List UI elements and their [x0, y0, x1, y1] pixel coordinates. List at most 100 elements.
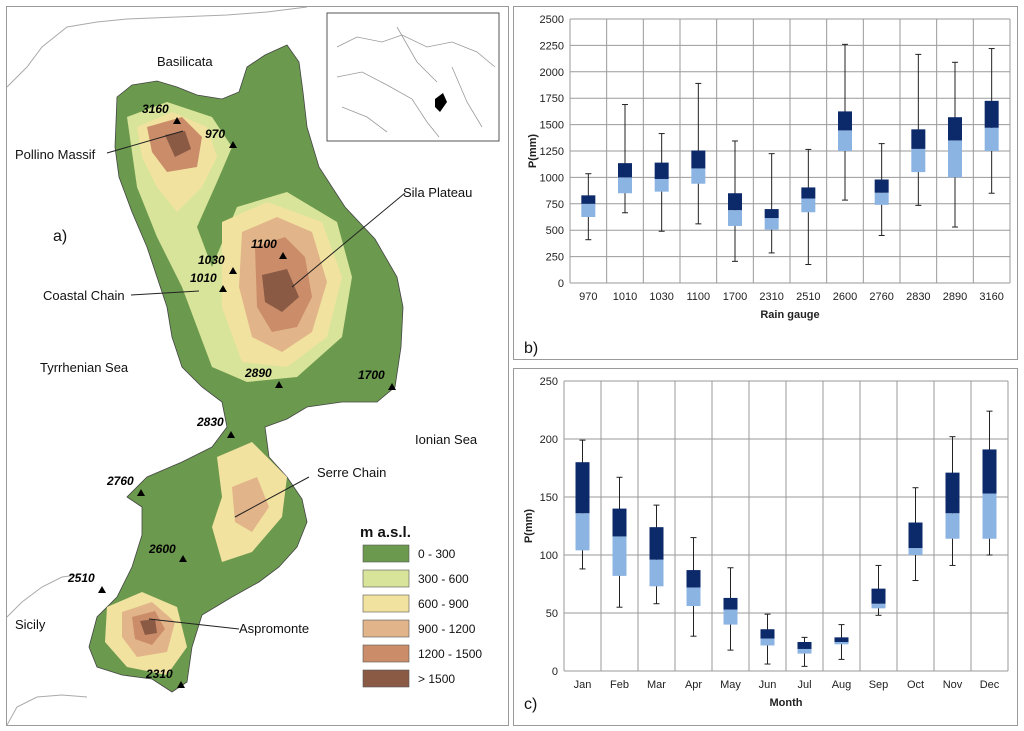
inset-map-borders: [336, 26, 496, 138]
station-970-marker: [229, 141, 237, 148]
station-1100: 1100: [251, 237, 287, 259]
box-upper: [691, 150, 706, 169]
station-2760-marker: [137, 489, 145, 496]
label-coastal-chain: Coastal Chain: [43, 288, 125, 303]
box-upper: [654, 162, 669, 179]
leader-sila: [291, 192, 406, 288]
x-tick-label: Apr: [685, 679, 702, 691]
coastline-sicily: [6, 574, 78, 618]
label-sila: Sila Plateau: [403, 185, 472, 200]
station-1010: 1010: [190, 271, 227, 292]
legend-label-1: 300 - 600: [418, 572, 469, 586]
calabria-map: Basilicata Pollino Massif Sila Plateau C…: [6, 6, 500, 726]
x-tick-label: Oct: [907, 679, 924, 691]
box-lower: [945, 513, 960, 539]
label-pollino: Pollino Massif: [15, 147, 96, 162]
y-tick-label: 250: [546, 252, 564, 264]
station-1030-marker: [229, 267, 237, 274]
legend-item-4: 1200 - 1500: [362, 644, 482, 663]
station-970: 970: [205, 127, 237, 148]
box-upper: [871, 588, 886, 604]
box-lower: [982, 493, 997, 539]
y-tick-label: 1000: [540, 172, 564, 184]
y-tick-label: 250: [540, 376, 558, 388]
station-2310-marker: [177, 681, 185, 688]
box-upper: [911, 129, 926, 149]
x-tick-label: 2760: [869, 291, 893, 303]
legend-label-4: 1200 - 1500: [418, 647, 482, 661]
station-2510-marker: [98, 586, 106, 593]
box-upper: [649, 527, 664, 560]
inset-map-calabria-highlight: [435, 93, 447, 112]
station-2510-label: 2510: [67, 571, 95, 585]
x-tick-label: Nov: [943, 679, 963, 691]
box-lower: [948, 140, 962, 178]
chart-b-panel: 0 250 500 750 1000 1250 1500 1750 2000 2250 2500 97…: [513, 6, 1018, 360]
x-tick-label: 2310: [759, 291, 783, 303]
legend-item-5: > 1500: [362, 669, 455, 688]
legend-label-3: 900 - 1200: [418, 622, 476, 636]
label-aspromonte: Aspromonte: [239, 621, 309, 636]
y-axis-label: P(mm): [523, 509, 535, 544]
elevation-pollino-peak: [165, 131, 191, 157]
box-lower: [654, 178, 669, 192]
x-tick-label: Aug: [832, 679, 852, 691]
legend-swatch-4: [362, 644, 410, 663]
box-upper: [838, 111, 852, 131]
station-2510: 2510: [67, 571, 106, 593]
label-tyrrhenian: Tyrrhenian Sea: [40, 360, 129, 375]
leader-aspromonte: [148, 618, 240, 630]
box-upper: [760, 629, 775, 639]
y-tick-label: 2500: [540, 14, 564, 26]
box-lower: [723, 609, 738, 625]
x-tick-label: 970: [579, 291, 597, 303]
label-serre: Serre Chain: [317, 465, 386, 480]
chart-c-panel: 0 50 100 150 200 250 Jan Feb Mar Apr May Jun Jul Aug S…: [513, 368, 1018, 726]
station-3160-marker: [173, 117, 181, 124]
label-ionian: Ionian Sea: [415, 432, 478, 447]
station-2760-label: 2760: [106, 474, 134, 488]
box-lower: [838, 130, 852, 151]
legend-label-0: 0 - 300: [418, 547, 456, 561]
y-tick-label: 50: [546, 608, 558, 620]
station-2890: 2890: [244, 366, 283, 388]
station-2310: 2310: [145, 667, 185, 688]
y-tick-label: 100: [540, 550, 558, 562]
y-tick-label: 750: [546, 199, 564, 211]
box-upper: [801, 187, 816, 199]
legend-swatch-0: [362, 544, 410, 563]
box-lower: [834, 642, 849, 645]
x-tick-label: 2510: [796, 291, 820, 303]
box-lower: [908, 548, 923, 555]
station-2310-label: 2310: [145, 667, 173, 681]
box-lower: [691, 168, 706, 184]
station-1100-marker: [279, 252, 287, 259]
station-2600-marker: [179, 555, 187, 562]
x-tick-label: 2830: [906, 291, 930, 303]
legend-swatch-3: [362, 619, 410, 638]
map-panel-label: a): [53, 228, 67, 245]
y-tick-label: 1500: [540, 120, 564, 132]
x-tick-label: 1700: [723, 291, 747, 303]
y-axis-label: P(mm): [527, 134, 539, 169]
box-upper: [618, 163, 632, 178]
label-sicily: Sicily: [15, 617, 46, 632]
monthly-boxplot: 0 50 100 150 200 250 Jan Feb Mar Apr May Jun Jul Aug S…: [523, 376, 1009, 713]
box-lower: [797, 648, 812, 654]
y-tick-label: 150: [540, 492, 558, 504]
box-lower: [686, 587, 701, 607]
station-2890-label: 2890: [244, 366, 272, 380]
x-tick-label: 2890: [943, 291, 967, 303]
box-lower: [728, 210, 742, 226]
x-tick-label: May: [720, 679, 741, 691]
box-upper: [982, 449, 997, 494]
box-upper: [945, 472, 960, 514]
chart-panel-label: b): [524, 340, 538, 357]
chart-panel-label: c): [524, 696, 537, 713]
legend-swatch-2: [362, 594, 410, 613]
box-lower: [984, 127, 999, 151]
station-2760: 2760: [106, 474, 145, 496]
station-1700-marker: [388, 383, 396, 390]
box-lower: [649, 559, 664, 587]
legend-swatch-5: [362, 669, 410, 688]
